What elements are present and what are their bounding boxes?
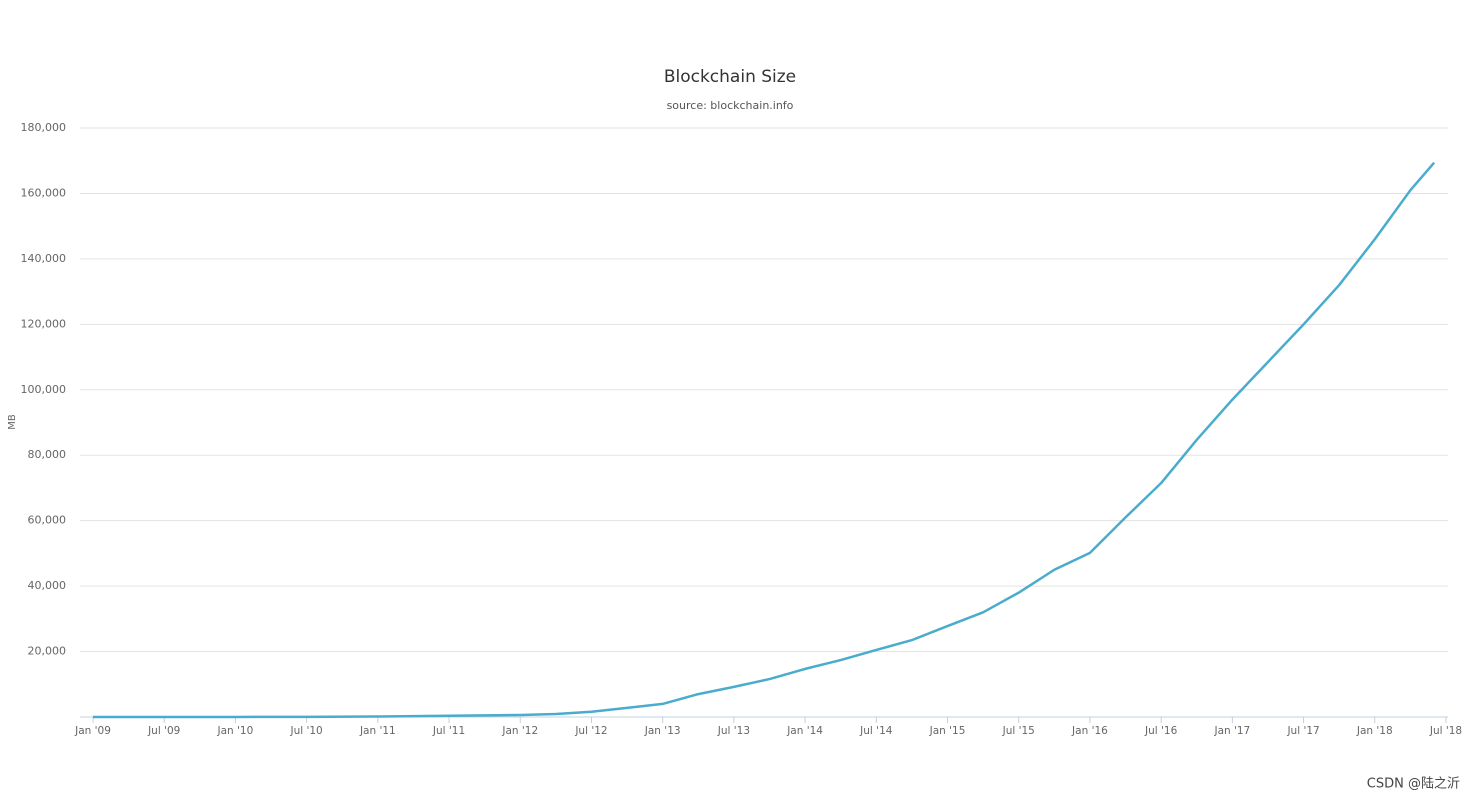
x-tick-label: Jan '11 bbox=[359, 725, 396, 737]
x-tick-label: Jul '09 bbox=[147, 725, 180, 737]
y-axis-label: MB bbox=[7, 414, 18, 430]
x-tick-label: Jul '10 bbox=[289, 725, 322, 737]
y-tick-label: 180,000 bbox=[21, 121, 67, 134]
data-line bbox=[93, 161, 1436, 719]
x-tick-label: Jan '10 bbox=[217, 725, 254, 737]
x-tick-label: Jan '12 bbox=[501, 725, 538, 737]
watermark: CSDN @陆之沂 bbox=[1367, 776, 1460, 792]
x-tick-label: Jan '18 bbox=[1356, 725, 1393, 737]
y-tick-label: 60,000 bbox=[28, 514, 67, 527]
x-tick-label: Jul '12 bbox=[574, 725, 607, 737]
y-tick-label: 100,000 bbox=[21, 383, 67, 396]
y-tick-label: 80,000 bbox=[28, 448, 67, 461]
x-tick-label: Jan '17 bbox=[1213, 725, 1250, 737]
x-tick-label: Jul '14 bbox=[859, 725, 893, 737]
x-tick-label: Jul '15 bbox=[1002, 725, 1035, 737]
y-tick-label: 120,000 bbox=[21, 317, 67, 330]
x-tick-label: Jan '13 bbox=[644, 725, 681, 737]
y-tick-label: 140,000 bbox=[21, 252, 67, 265]
x-tick-label: Jul '18 bbox=[1429, 725, 1462, 737]
y-tick-label: 40,000 bbox=[28, 579, 67, 592]
y-tick-label: 160,000 bbox=[21, 186, 67, 199]
x-tick-label: Jul '17 bbox=[1286, 725, 1319, 737]
x-tick-label: Jan '14 bbox=[786, 725, 823, 737]
chart-subtitle: source: blockchain.info bbox=[667, 99, 794, 112]
x-tick-label: Jan '09 bbox=[74, 725, 111, 737]
x-tick-label: Jan '15 bbox=[929, 725, 966, 737]
x-tick-label: Jan '16 bbox=[1071, 725, 1108, 737]
chart-title: Blockchain Size bbox=[664, 67, 796, 87]
x-tick-label: Jul '16 bbox=[1144, 725, 1178, 737]
y-tick-label: 20,000 bbox=[28, 645, 67, 658]
x-tick-label: Jul '13 bbox=[717, 725, 750, 737]
x-tick-label: Jul '11 bbox=[432, 725, 465, 737]
